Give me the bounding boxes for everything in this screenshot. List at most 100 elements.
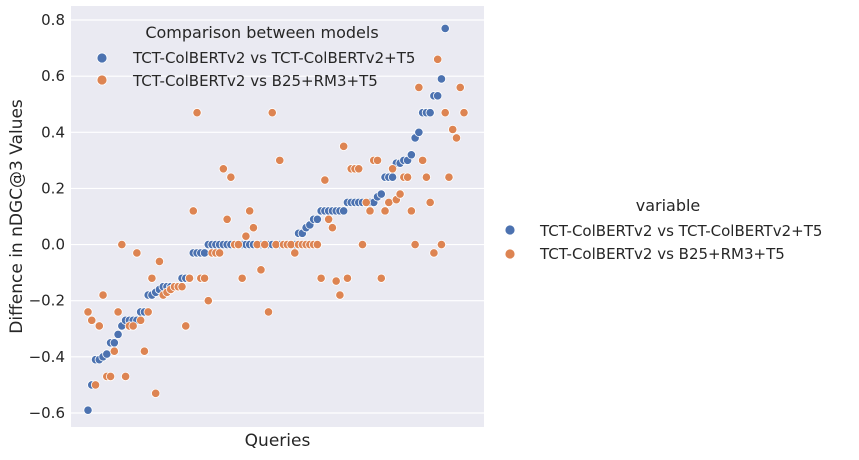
data-point [312, 239, 322, 250]
data-point [151, 388, 161, 398]
legend-inner-label-orange: TCT-ColBERTv2 vs B25+RM3+T5 [132, 72, 378, 90]
data-point [440, 108, 450, 118]
data-point [128, 321, 138, 331]
data-point [455, 82, 465, 92]
legend-inner-label-blue: TCT-ColBERTv2 vs TCT-ColBERTv2+T5 [132, 49, 415, 67]
data-point [222, 214, 232, 224]
y-tick-label: −0.2 [29, 292, 65, 310]
data-point [425, 197, 435, 208]
data-point [418, 155, 428, 165]
legend-outer: variable TCT-ColBERTv2 vs TCT-ColBERTv2+… [504, 196, 822, 263]
y-tick-label: 0.8 [41, 11, 65, 29]
data-point [433, 54, 443, 64]
data-point [263, 307, 274, 317]
data-point [429, 248, 439, 258]
data-point [448, 124, 458, 135]
data-point [433, 91, 443, 101]
y-tick-label: 0.4 [41, 123, 65, 141]
data-point [376, 273, 386, 283]
data-point [406, 206, 416, 216]
data-point [83, 405, 93, 415]
data-point [177, 282, 187, 292]
data-point [395, 189, 405, 199]
data-point [87, 315, 97, 325]
data-point [290, 248, 300, 258]
gridlines [71, 19, 484, 414]
data-point [132, 248, 142, 258]
data-point [241, 231, 251, 241]
data-point [248, 223, 259, 233]
data-point [342, 273, 353, 283]
legend-inner-marker-blue [96, 52, 108, 64]
data-point [121, 371, 131, 382]
data-point [425, 108, 435, 118]
legend-inner: Comparison between models TCT-ColBERTv2 … [96, 23, 415, 90]
data-point [109, 346, 119, 356]
data-point [226, 172, 236, 182]
y-tick-labels: −0.6 −0.4 −0.2 0.0 0.2 0.4 0.6 0.8 [29, 11, 65, 422]
data-point [267, 108, 277, 118]
data-point [83, 307, 93, 317]
data-point [324, 214, 334, 224]
y-tick-label: 0.6 [41, 67, 65, 85]
data-point [105, 371, 116, 382]
legend-inner-title: Comparison between models [145, 23, 378, 42]
data-point [421, 172, 431, 182]
data-point [113, 307, 123, 317]
data-point [90, 380, 101, 390]
data-point [94, 321, 104, 331]
data-point [215, 248, 225, 258]
data-point [256, 265, 266, 275]
data-point [339, 206, 349, 216]
data-point [320, 175, 330, 185]
data-point [402, 172, 413, 182]
series-orange [83, 54, 469, 398]
data-point [414, 82, 424, 92]
legend-inner-marker-orange [96, 74, 108, 86]
y-tick-label: 0.2 [41, 179, 65, 197]
data-point [459, 108, 469, 118]
data-point [444, 172, 454, 182]
data-point [199, 273, 210, 283]
y-tick-label: 0.0 [41, 236, 65, 254]
data-point [436, 239, 447, 250]
y-tick-label: −0.4 [29, 348, 65, 366]
data-point [365, 206, 375, 216]
legend-outer-label-orange: TCT-ColBERTv2 vs B25+RM3+T5 [539, 245, 785, 263]
data-point [188, 206, 198, 216]
data-point [440, 23, 450, 34]
data-point [203, 296, 213, 306]
data-point [312, 214, 322, 224]
data-point [143, 307, 153, 317]
data-point [331, 276, 341, 286]
data-point [260, 239, 270, 250]
legend-outer-label-blue: TCT-ColBERTv2 vs TCT-ColBERTv2+T5 [539, 222, 822, 240]
data-point [147, 273, 157, 283]
data-point [387, 172, 398, 182]
data-point [316, 273, 326, 283]
legend-outer-title: variable [636, 196, 701, 215]
data-point [327, 223, 337, 233]
data-point [410, 239, 420, 250]
y-tick-label: −0.6 [29, 404, 65, 422]
plot-area [71, 6, 484, 427]
data-point [237, 273, 247, 283]
data-point [372, 155, 383, 165]
data-point [436, 74, 447, 84]
data-point [380, 206, 390, 216]
data-point [136, 315, 146, 325]
data-point [154, 256, 165, 267]
data-point [233, 239, 243, 250]
data-point [451, 133, 462, 143]
data-point [387, 164, 398, 174]
data-point [376, 189, 386, 199]
data-point [218, 164, 228, 174]
data-point [245, 206, 255, 216]
data-point [98, 290, 108, 300]
data-point [406, 150, 416, 160]
legend-outer-marker-blue [504, 224, 516, 236]
data-point [113, 329, 123, 339]
y-axis-label: Diffence in nDGC@3 Values [7, 99, 27, 334]
data-point [181, 321, 191, 331]
data-point [275, 155, 285, 165]
